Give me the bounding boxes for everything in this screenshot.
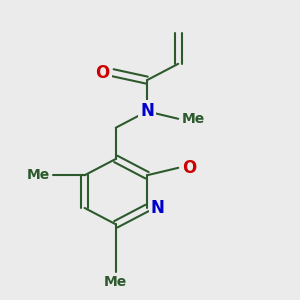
Text: Me: Me xyxy=(104,275,128,290)
Text: Me: Me xyxy=(27,168,50,182)
Text: N: N xyxy=(140,102,154,120)
Text: O: O xyxy=(96,64,110,82)
Text: Me: Me xyxy=(182,112,205,126)
Text: O: O xyxy=(182,159,196,177)
Text: N: N xyxy=(151,199,164,217)
